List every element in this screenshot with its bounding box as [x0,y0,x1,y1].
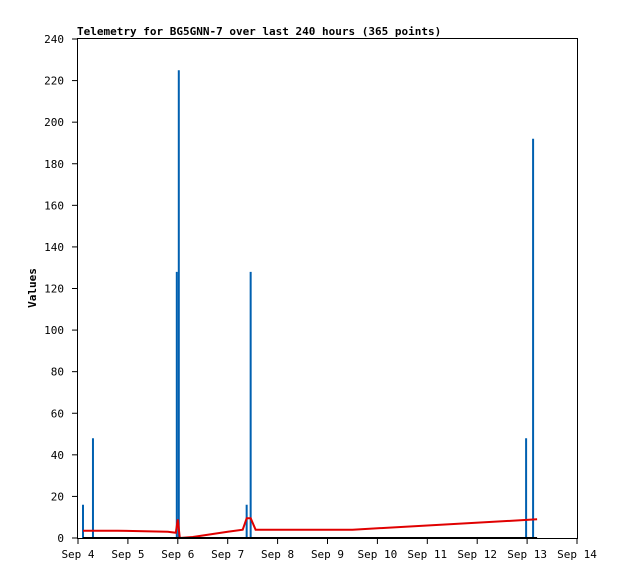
x-tick-label: Sep 8 [261,548,294,561]
x-tick-label: Sep 7 [211,548,244,561]
y-tick-label: 80 [51,366,64,379]
x-tick-label: Sep 10 [358,548,398,561]
x-tick-label: Sep 11 [407,548,447,561]
y-tick-label: 20 [51,490,64,503]
x-axis: Sep 4 Sep 5 Sep 6 Sep 7 Sep 8 Sep 9 Sep 10 Sep … [61,538,597,561]
x-tick-label: Sep 14 [557,548,597,561]
y-tick-label: 120 [44,283,64,296]
series-line-1 [83,517,538,540]
y-tick-label: 220 [44,75,64,88]
y-axis: 0 20 40 60 80 100 120 140 160 180 200 220 240 [44,33,78,545]
y-tick-label: 140 [44,241,64,254]
y-tick-label: 0 [57,532,64,545]
x-tick-label: Sep 4 [61,548,94,561]
y-tick-label: 180 [44,158,64,171]
y-axis-label: Values [26,268,39,308]
y-tick-label: 160 [44,199,64,212]
x-tick-label: Sep 9 [311,548,344,561]
y-tick-label: 200 [44,116,64,129]
y-tick-label: 40 [51,449,64,462]
x-tick-label: Sep 5 [111,548,144,561]
y-tick-label: 240 [44,33,64,46]
plot-frame [77,38,578,539]
y-tick-label: 60 [51,407,64,420]
y-tick-label: 100 [44,324,64,337]
x-tick-label: Sep 13 [507,548,547,561]
x-tick-label: Sep 12 [457,548,497,561]
series-layer [81,70,538,540]
chart-title: Telemetry for BG5GNN-7 over last 240 hou… [77,25,441,38]
x-tick-label: Sep 6 [161,548,194,561]
